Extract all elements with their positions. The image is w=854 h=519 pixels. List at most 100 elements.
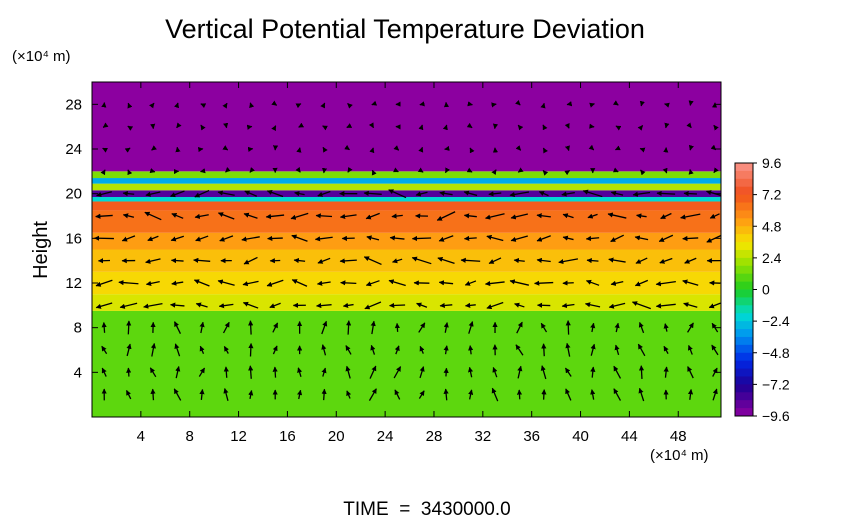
y-tick-label: 8 [74,320,82,337]
x-tick-label: 20 [328,428,345,445]
wind-vector [321,320,328,335]
wind-vector [248,320,254,335]
wind-vector [712,367,718,377]
wind-vector [463,235,477,242]
wind-vector [344,144,350,151]
wind-vector [534,280,554,286]
wind-vector [122,190,135,197]
wind-vector [438,280,454,286]
wind-vector [391,213,403,219]
wind-vector [347,102,353,109]
wind-vector [125,389,132,400]
temperature-band [92,171,721,179]
wind-vector [710,144,717,151]
x-axis-ticks: 4 8 12 16 20 24 28 32 36 40 44 48 [137,82,687,445]
colorbar-tick-label: −9.6 [762,408,790,424]
wind-vector [637,343,646,357]
wind-vector [290,212,309,220]
wind-vector [637,125,644,131]
wind-vector [680,213,701,220]
wind-vector [492,123,499,130]
colorbar-segment [735,249,753,259]
wind-vector [562,280,574,286]
wind-vector [660,212,672,220]
wind-vector [585,279,600,286]
wind-vector [370,344,376,355]
wind-vector [269,302,281,309]
wind-vector [486,301,504,310]
colorbar-segment [735,408,753,417]
colorbar-segment [735,400,753,409]
wind-vector [712,388,718,401]
x-tick-label: 36 [523,428,540,445]
wind-vector [659,257,673,264]
wind-vector [314,236,333,242]
wind-vector [590,389,596,400]
wind-vector [613,388,622,401]
wind-vector [588,144,595,151]
wind-vector [297,367,303,378]
wind-vector [295,103,302,109]
wind-vector [443,367,449,377]
wind-vector [316,302,332,309]
wind-vector [122,213,135,219]
wind-vector [389,235,405,241]
colorbar-segment [735,242,753,251]
wind-vector [419,366,425,379]
wind-vector [248,365,254,379]
wind-vector [199,345,205,355]
wind-vector [101,345,108,355]
wind-vector [218,303,234,309]
wind-vector [339,213,357,220]
wind-vector [664,122,670,129]
wind-vector [150,343,156,357]
wind-vector [369,365,377,379]
wind-vector [464,280,477,286]
x-tick-label: 44 [621,428,638,445]
wind-vector [144,211,162,221]
wind-vector [638,365,645,379]
x-tick-label: 32 [474,428,491,445]
wind-vector [663,366,669,378]
wind-vector [271,100,278,106]
wind-vector [272,322,279,333]
wind-vector [687,388,694,400]
colorbar-segment [735,344,753,354]
wind-vector [589,102,595,108]
wind-vector [590,343,596,356]
wind-vector [464,302,476,308]
wind-vector [561,302,575,309]
wind-vector [170,190,185,198]
y-tick-label: 28 [65,96,82,113]
colorbar-segment [735,297,753,306]
colorbar-segment [735,352,753,362]
wind-vector [127,102,133,109]
wind-vector [266,279,284,287]
x-tick-label: 24 [377,428,394,445]
colorbar-segment [735,234,753,243]
wind-vector [615,125,622,131]
chart-title: Vertical Potential Temperature Deviation [165,14,645,44]
wind-vector [298,122,305,128]
y-tick-label: 12 [65,275,82,292]
wind-vector [639,100,645,107]
wind-vector [145,258,161,264]
wind-vector [200,124,206,131]
wind-vector [590,322,596,333]
colorbar-segment [735,186,753,196]
wind-vector [558,258,579,265]
x-tick-label: 40 [572,428,589,445]
wind-vector [614,322,620,333]
wind-vector [438,235,454,242]
wind-vector [687,344,693,355]
wind-vector [365,212,380,220]
wind-vector [585,235,600,242]
wind-vector [463,190,478,197]
wind-vector [607,212,627,219]
wind-vector [249,167,255,173]
wind-vector [393,145,400,151]
wind-vector [706,234,721,243]
wind-vector [639,147,646,153]
colorbar-segment [735,321,753,330]
